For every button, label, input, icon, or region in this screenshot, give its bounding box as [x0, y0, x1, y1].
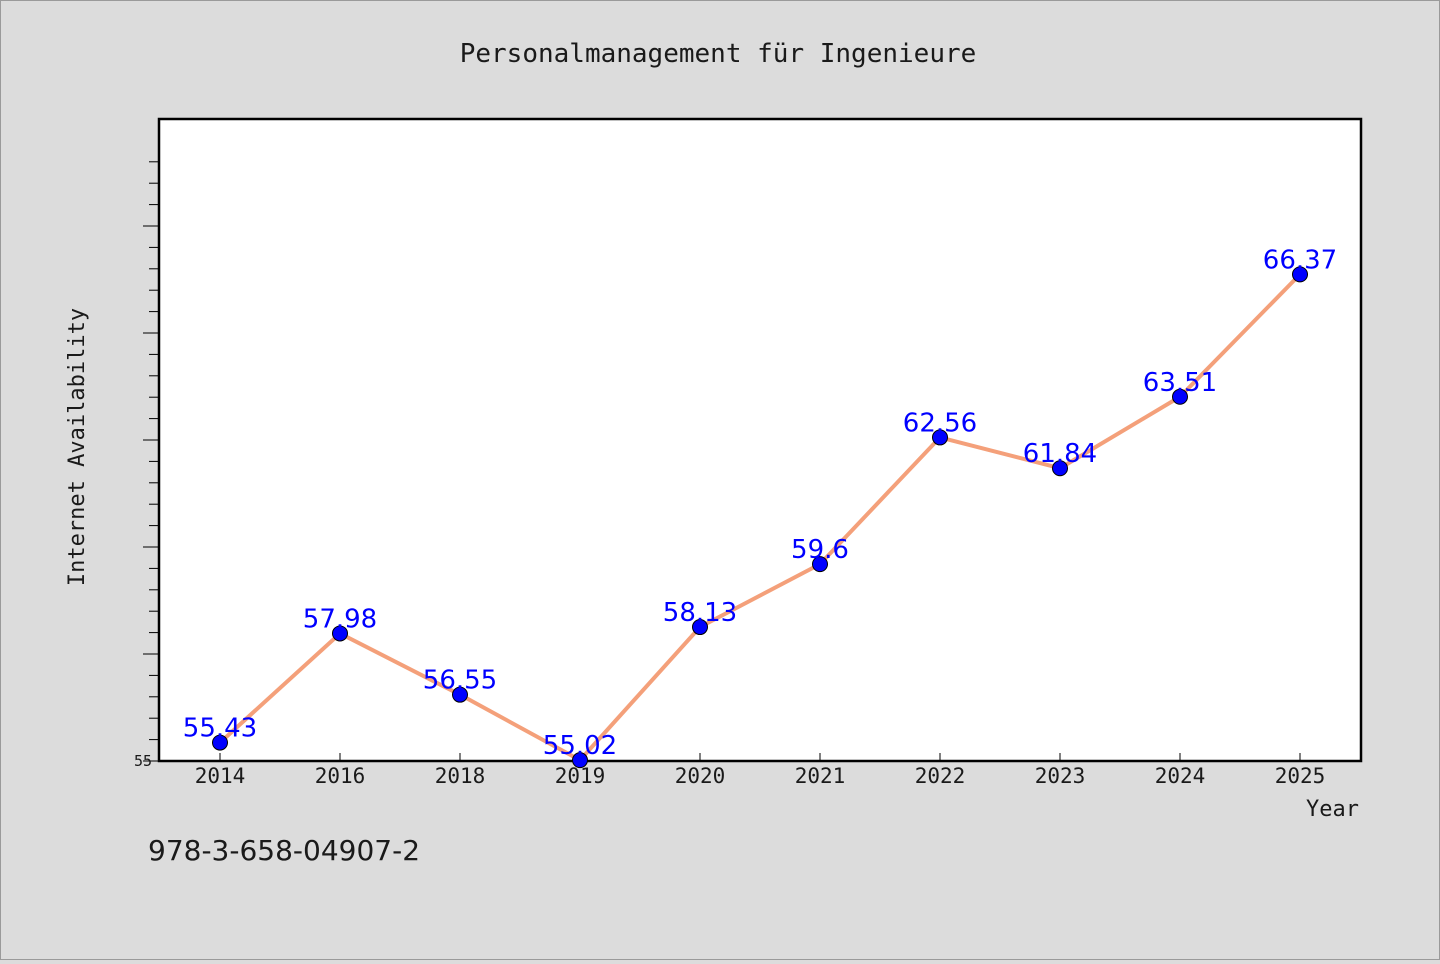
- y-axis-label: Internet Availability: [65, 308, 90, 586]
- data-point: [1052, 460, 1068, 477]
- x-tick-label: 2021: [795, 764, 846, 788]
- data-label: 56.55: [423, 666, 497, 696]
- data-label: 55.02: [543, 731, 617, 761]
- plot-area: [157, 117, 1363, 763]
- x-tick-label: 2023: [1035, 764, 1086, 788]
- y-axis-ticks: 55: [134, 161, 159, 770]
- data-point: [212, 734, 228, 751]
- data-point: [332, 625, 348, 642]
- data-point: [932, 429, 948, 446]
- data-point: [1292, 266, 1308, 283]
- x-tick-label: 2020: [675, 764, 726, 788]
- x-tick-label: 2016: [315, 764, 366, 788]
- data-label: 62.56: [903, 408, 977, 438]
- data-label: 57.98: [303, 604, 377, 634]
- x-axis-label: Year: [1306, 797, 1359, 822]
- data-label: 66.37: [1263, 245, 1337, 275]
- data-point: [812, 556, 828, 573]
- x-tick-label: 2024: [1155, 764, 1206, 788]
- data-point: [452, 686, 468, 703]
- x-tick-label: 2022: [915, 764, 966, 788]
- data-point: [1172, 388, 1188, 405]
- x-tick-label: 2025: [1275, 764, 1326, 788]
- data-label: 63.51: [1143, 368, 1217, 398]
- data-label: 58.13: [663, 598, 737, 628]
- chart-title: Personalmanagement für Ingenieure: [460, 39, 977, 69]
- data-labels: 55.43 57.98 56.55 55.02 58.13 59.6 62.56 61.84 6…: [183, 245, 1337, 761]
- data-label: 61.84: [1023, 439, 1097, 469]
- series-line: [218, 272, 1302, 763]
- x-tick-label: 2014: [195, 764, 246, 788]
- y-tick-label: 55: [134, 752, 152, 770]
- data-point: [572, 752, 588, 769]
- x-tick-label: 2018: [435, 764, 486, 788]
- x-axis-ticks: 2014 2016 2018 2019 2020 2021 2022 2023 2024 2025: [195, 753, 1326, 788]
- series-markers: [212, 266, 1308, 769]
- data-label: 55.43: [183, 714, 257, 744]
- data-point: [692, 619, 708, 636]
- isbn-text: 978-3-658-04907-2: [148, 834, 421, 867]
- series-line-path: [218, 272, 1302, 763]
- data-label: 59.6: [791, 535, 849, 565]
